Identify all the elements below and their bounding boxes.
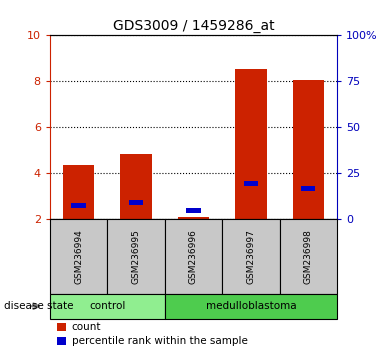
Bar [186, 208, 201, 213]
Bar [222, 219, 280, 294]
Bar [120, 154, 152, 219]
Bar [301, 186, 316, 191]
Bar [280, 219, 337, 294]
Text: disease state: disease state [4, 301, 73, 311]
Text: GSM236994: GSM236994 [74, 229, 83, 284]
Bar [129, 200, 143, 205]
Bar [165, 219, 222, 294]
Bar [178, 217, 209, 219]
Title: GDS3009 / 1459286_at: GDS3009 / 1459286_at [113, 19, 274, 33]
Text: medulloblastoma: medulloblastoma [206, 301, 296, 311]
Text: GSM236997: GSM236997 [246, 229, 255, 284]
Bar [235, 69, 267, 219]
Text: control: control [89, 301, 125, 311]
Bar [107, 219, 165, 294]
Bar [63, 165, 94, 219]
Bar [165, 294, 337, 319]
Text: GSM236998: GSM236998 [304, 229, 313, 284]
Bar [71, 203, 86, 208]
Text: GSM236996: GSM236996 [189, 229, 198, 284]
Bar [57, 337, 66, 345]
Text: count: count [72, 322, 101, 332]
Bar [50, 294, 165, 319]
Bar [293, 80, 324, 219]
Bar [57, 322, 66, 331]
Text: GSM236995: GSM236995 [131, 229, 141, 284]
Bar [50, 219, 107, 294]
Text: percentile rank within the sample: percentile rank within the sample [72, 336, 247, 346]
Bar [244, 181, 258, 186]
